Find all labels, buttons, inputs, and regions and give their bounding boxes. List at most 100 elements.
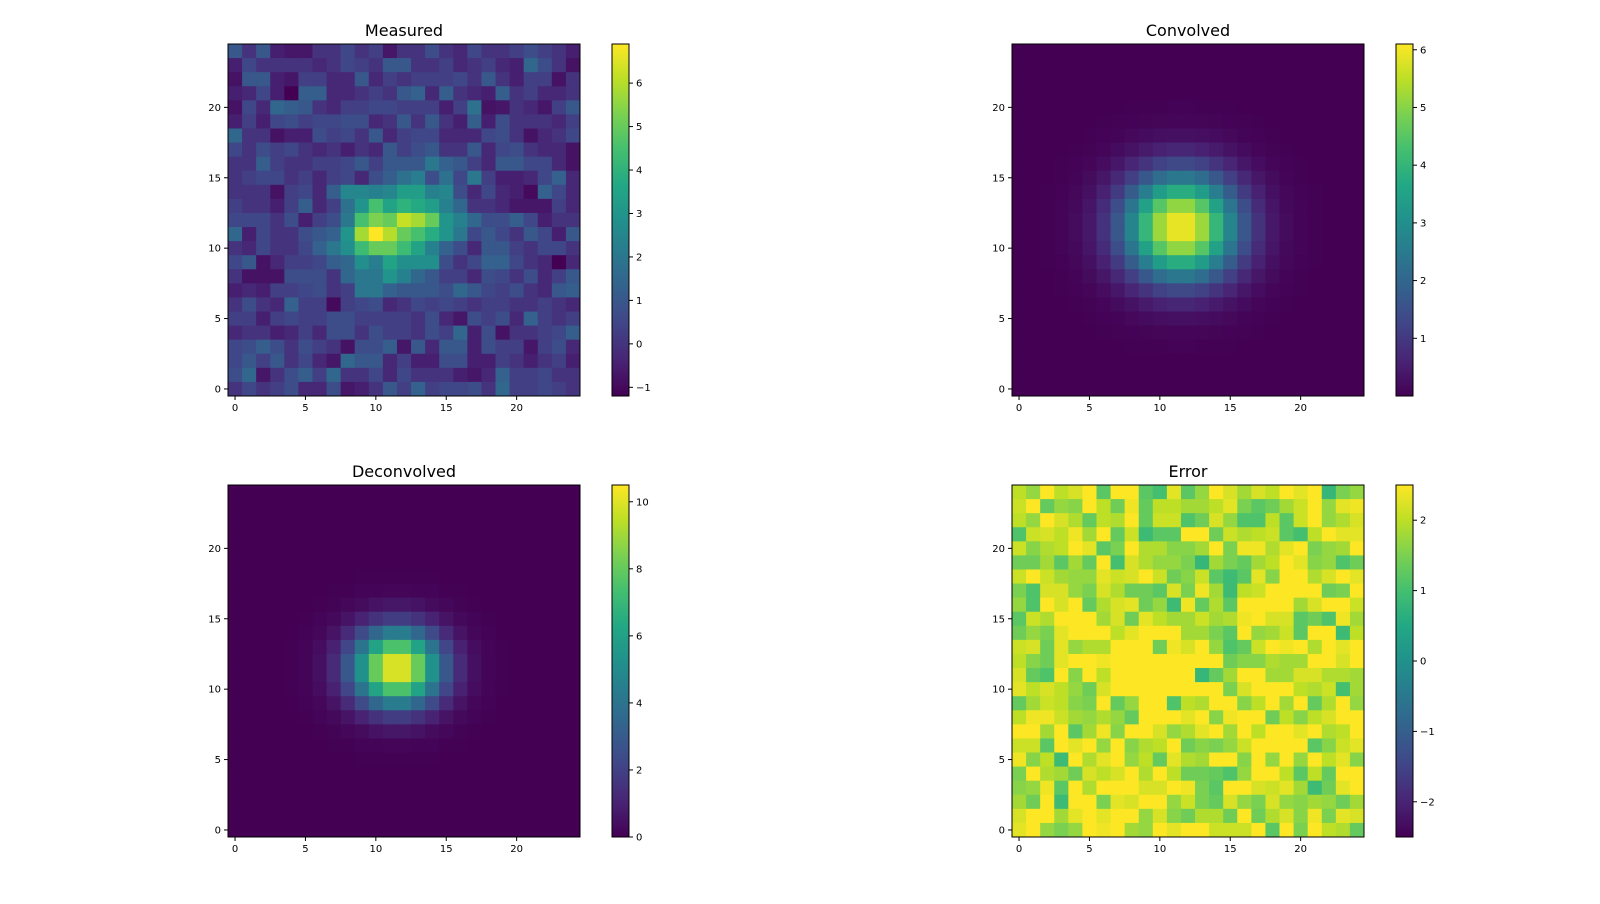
heatmap-cell	[411, 255, 426, 270]
heatmap-cell	[382, 527, 398, 542]
heatmap-cell	[453, 696, 468, 711]
heatmap-cell	[509, 283, 525, 298]
heatmap-cell	[1110, 555, 1126, 570]
heatmap-cell	[523, 367, 539, 383]
heatmap-cell	[1209, 597, 1224, 613]
heatmap-cell	[1054, 269, 1069, 284]
heatmap-cell	[396, 255, 412, 270]
heatmap-cell	[382, 255, 398, 270]
heatmap-cell	[565, 710, 581, 725]
heatmap-cell	[1180, 555, 1196, 570]
heatmap-cell	[495, 297, 511, 313]
heatmap-cell	[1012, 822, 1027, 838]
heatmap-cell	[1251, 114, 1266, 129]
heatmap-cell	[1068, 156, 1083, 172]
heatmap-cell	[1124, 241, 1140, 256]
heatmap-cell	[1040, 513, 1055, 528]
heatmap-cell	[537, 808, 553, 824]
heatmap-cell	[368, 325, 384, 341]
heatmap-cell	[1293, 198, 1309, 214]
heatmap-cell	[439, 367, 454, 383]
heatmap-cell	[354, 86, 370, 101]
heatmap-cell	[1012, 227, 1027, 242]
heatmap-cell	[1166, 639, 1182, 655]
heatmap-cell	[1124, 198, 1140, 214]
heatmap-cell	[382, 353, 398, 369]
colorbar-tick-label: −1	[1420, 727, 1435, 738]
heatmap-cell	[1096, 682, 1112, 697]
heatmap-cell	[1012, 283, 1027, 298]
heatmap-cell	[1180, 311, 1196, 327]
heatmap-cell	[1082, 241, 1097, 256]
heatmap-cell	[509, 128, 525, 144]
heatmap-cell	[1335, 58, 1351, 73]
heatmap-cell	[1012, 555, 1027, 570]
heatmap-cell	[1307, 367, 1323, 383]
heatmap-cell	[1180, 58, 1196, 73]
heatmap-cell	[1223, 738, 1238, 754]
heatmap-cell	[523, 156, 539, 172]
heatmap-cell	[1082, 86, 1097, 101]
heatmap-cell	[1054, 86, 1069, 101]
heatmap-cell	[298, 639, 313, 655]
heatmap-cell	[467, 325, 482, 341]
heatmap-cell	[425, 72, 440, 87]
heatmap-cell	[1096, 353, 1112, 369]
heatmap-cell	[1293, 541, 1309, 556]
heatmap-cell	[1026, 241, 1041, 256]
heatmap-cell	[537, 58, 553, 73]
heatmap-cell	[1195, 311, 1210, 327]
heatmap-cell	[425, 597, 440, 613]
heatmap-cell	[481, 822, 497, 838]
heatmap-cell	[1124, 710, 1140, 725]
heatmap-cell	[326, 72, 342, 87]
heatmap-cell	[439, 227, 454, 242]
heatmap-cell	[354, 381, 370, 397]
heatmap-cell	[1054, 583, 1069, 599]
heatmap-cell	[1237, 339, 1252, 355]
heatmap-cell	[565, 86, 581, 101]
heatmap-cell	[537, 353, 553, 369]
heatmap-cell	[340, 738, 356, 754]
heatmap-cell	[1180, 269, 1196, 284]
heatmap-cell	[1293, 255, 1309, 270]
heatmap-cell	[1166, 569, 1182, 585]
heatmap-cell	[1124, 583, 1140, 599]
heatmap-cell	[1209, 241, 1224, 256]
heatmap-cell	[270, 794, 285, 810]
heatmap-cell	[354, 653, 370, 669]
heatmap-cell	[411, 325, 426, 341]
heatmap-cell	[1138, 212, 1154, 228]
heatmap-cell	[523, 170, 539, 186]
heatmap-cell	[1293, 128, 1309, 144]
heatmap-cell	[1124, 653, 1140, 669]
heatmap-cell	[1223, 569, 1238, 585]
heatmap-cell	[1054, 381, 1069, 397]
heatmap-cell	[467, 170, 482, 186]
heatmap-cell	[368, 780, 384, 796]
heatmap-cell	[1166, 142, 1182, 158]
heatmap-cell	[523, 583, 539, 599]
heatmap-cell	[312, 367, 328, 383]
heatmap-cell	[1054, 241, 1069, 256]
heatmap-cell	[354, 710, 370, 725]
heatmap-cell	[1209, 170, 1224, 186]
heatmap-cell	[312, 142, 328, 158]
heatmap-cell	[312, 156, 328, 172]
heatmap-cell	[1096, 44, 1112, 59]
heatmap-cell	[284, 485, 299, 500]
heatmap-cell	[256, 499, 271, 514]
heatmap-cell	[1293, 485, 1309, 500]
heatmap-cell	[1279, 325, 1295, 341]
heatmap-cell	[481, 696, 497, 711]
heatmap-cell	[1335, 255, 1351, 270]
heatmap-cell	[481, 513, 497, 528]
heatmap-cell	[354, 794, 370, 810]
heatmap-cell	[1152, 752, 1168, 768]
heatmap-cell	[340, 241, 356, 256]
heatmap-cell	[1349, 114, 1365, 129]
heatmap-cell	[326, 710, 342, 725]
heatmap-cell	[256, 114, 271, 129]
heatmap-cell	[1209, 724, 1224, 739]
heatmap-cell	[1082, 353, 1097, 369]
